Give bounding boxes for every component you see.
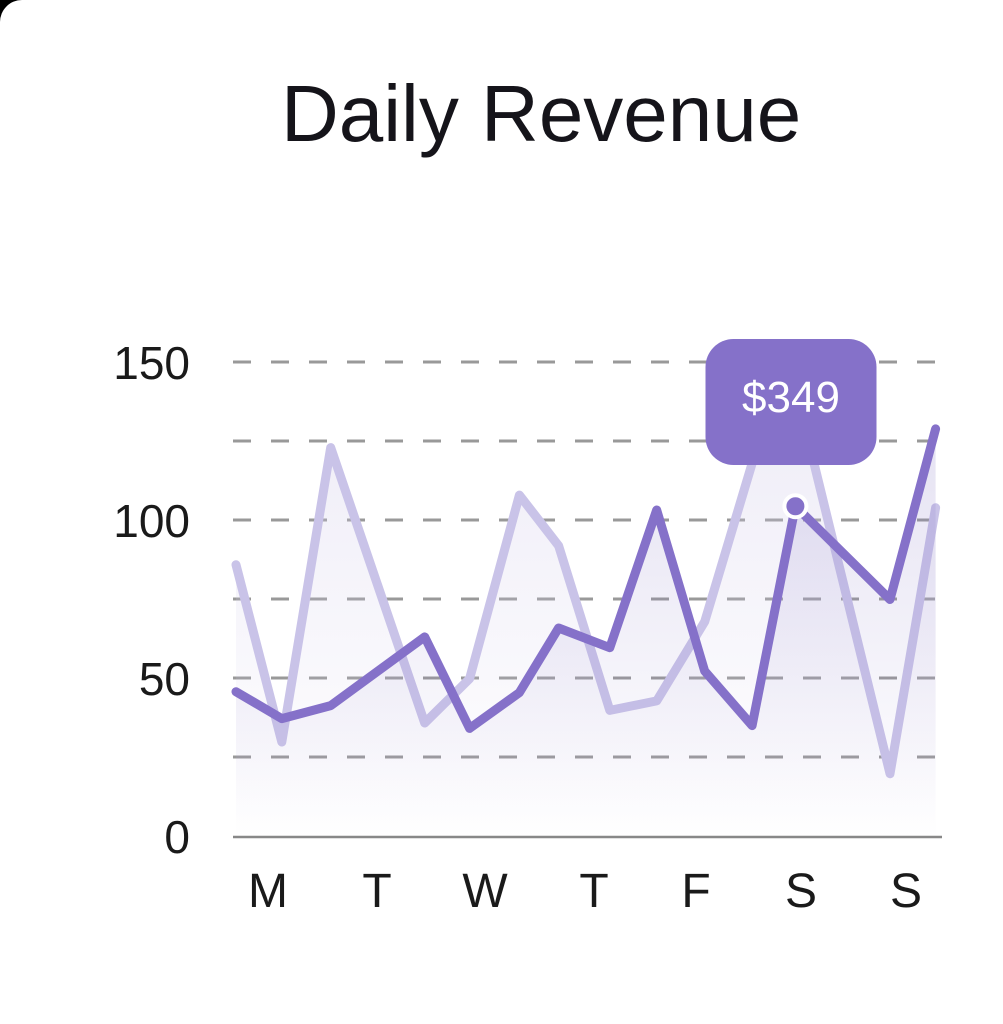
svg-text:M: M xyxy=(248,865,288,918)
svg-text:100: 100 xyxy=(113,495,190,547)
svg-text:S: S xyxy=(890,865,922,918)
svg-text:50: 50 xyxy=(139,653,190,705)
svg-text:F: F xyxy=(681,865,710,918)
svg-text:$349: $349 xyxy=(742,373,840,422)
svg-text:S: S xyxy=(785,865,817,918)
svg-text:T: T xyxy=(362,865,391,918)
svg-text:W: W xyxy=(462,865,508,918)
svg-text:0: 0 xyxy=(164,811,190,863)
svg-text:150: 150 xyxy=(113,337,190,389)
svg-text:T: T xyxy=(579,865,608,918)
